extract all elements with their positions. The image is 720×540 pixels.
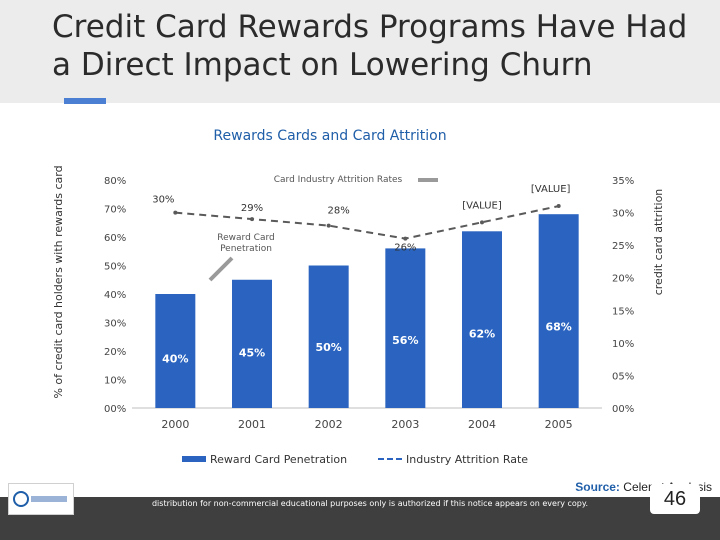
line-point	[173, 210, 178, 215]
source-label: Source:	[575, 480, 620, 494]
line-point	[480, 220, 484, 225]
category-label: 2005	[545, 418, 573, 431]
bar-data-label: 40%	[162, 352, 188, 365]
right-tick-label: 15%	[612, 306, 634, 317]
logo-icon	[13, 491, 67, 507]
category-label: 2002	[315, 418, 343, 431]
title-accent-bar	[64, 98, 106, 104]
line-data-label: 29%	[241, 203, 263, 214]
bar-data-label: 45%	[239, 347, 265, 360]
line-point	[326, 223, 331, 228]
left-tick-label: 40%	[104, 290, 126, 301]
annotation-attrition: Card Industry Attrition Rates	[274, 175, 403, 185]
left-tick-label: 50%	[104, 262, 126, 273]
copyright-notice: ©Copyright DecisionPro, Inc. 2018. Comme…	[146, 488, 594, 508]
annotation-arrow	[208, 256, 234, 282]
legend-label-bars: Reward Card Penetration	[210, 453, 347, 466]
bar-data-label: 68%	[545, 320, 571, 333]
line-data-label: 26%	[394, 243, 416, 254]
right-tick-label: 20%	[612, 274, 634, 285]
right-tick-label: 00%	[612, 404, 634, 415]
left-tick-label: 80%	[104, 176, 126, 187]
line-point	[403, 236, 408, 241]
bar-data-label: 56%	[392, 334, 418, 347]
bar	[462, 231, 502, 408]
right-axis-title: credit card attrition	[652, 189, 665, 296]
annotation-penetration-line1: Reward Card	[217, 233, 274, 243]
legend-label-line: Industry Attrition Rate	[406, 453, 528, 466]
left-tick-label: 00%	[104, 404, 126, 415]
chart: Rewards Cards and Card Attrition % of cre…	[52, 128, 665, 466]
right-tick-label: 10%	[612, 339, 634, 350]
company-logo	[8, 483, 74, 515]
line-point	[250, 217, 254, 222]
left-tick-label: 10%	[104, 376, 126, 387]
bar-data-label: 50%	[315, 341, 341, 354]
page-number: 46	[650, 484, 700, 514]
left-tick-label: 60%	[104, 233, 126, 244]
title-band	[0, 0, 720, 103]
footer-bar	[0, 497, 720, 540]
annotation-penetration-line2: Penetration	[220, 244, 272, 254]
chart-title: Rewards Cards and Card Attrition	[213, 128, 446, 144]
left-tick-label: 30%	[104, 319, 126, 330]
left-tick-label: 70%	[104, 205, 126, 216]
category-label: 2000	[161, 418, 189, 431]
line-data-label: 30%	[152, 195, 174, 206]
category-label: 2004	[468, 418, 496, 431]
bar	[232, 279, 272, 408]
bar	[385, 248, 426, 408]
left-axis-title: % of credit card holders with rewards ca…	[52, 165, 65, 398]
bar-data-label: 62%	[469, 327, 495, 340]
right-tick-label: 05%	[612, 371, 634, 382]
line-data-label: [VALUE]	[531, 184, 571, 195]
right-tick-label: 35%	[612, 176, 634, 187]
line-point	[556, 204, 561, 209]
right-tick-label: 30%	[612, 209, 634, 220]
left-tick-label: 20%	[104, 347, 126, 358]
attrition-line	[175, 205, 559, 240]
line-data-label: [VALUE]	[462, 200, 502, 211]
line-data-label: 28%	[328, 206, 350, 217]
bar	[155, 294, 196, 408]
category-label: 2001	[238, 418, 266, 431]
category-label: 2003	[391, 418, 419, 431]
bar	[538, 214, 579, 408]
bar	[308, 265, 349, 408]
slide-title: Credit Card Rewards Programs Have Had a …	[52, 9, 688, 83]
right-tick-label: 25%	[612, 241, 634, 252]
